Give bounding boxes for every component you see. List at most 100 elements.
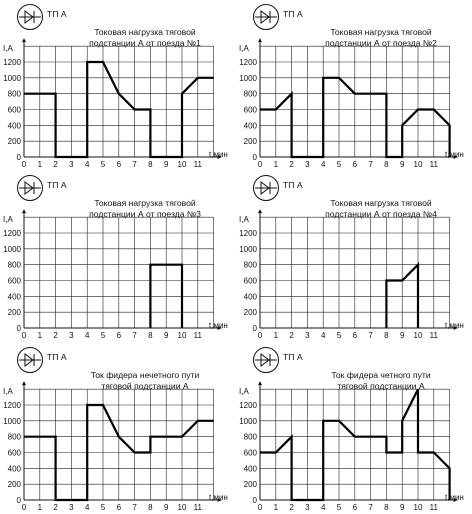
y-tick-label: 800 xyxy=(244,261,258,270)
station-label: ТП А xyxy=(283,180,303,190)
chart-title: Токовая нагрузка тяговой подстанции А от … xyxy=(296,198,466,220)
y-tick-label: 0 xyxy=(253,496,258,505)
x-tick-label: 10 xyxy=(178,160,187,169)
x-axis-arrow xyxy=(217,326,222,330)
chart-panel: 0 200 400 600 800 1000 1200 0 1 2 3 4 5 6 7 8 9 10 11 ТП А I… xyxy=(236,0,472,171)
x-tick-label: 3 xyxy=(305,331,310,340)
y-tick-label: 600 xyxy=(8,277,22,286)
x-tick-label: 9 xyxy=(164,503,169,512)
chart-svg: 0 200 400 600 800 1000 1200 0 1 2 3 4 5 6 7 8 9 10 11 xyxy=(239,4,458,169)
x-tick-label: 2 xyxy=(53,331,58,340)
x-tick-label: 10 xyxy=(414,503,423,512)
x-tick-label: 11 xyxy=(430,331,439,340)
chart-panel: 0 200 400 600 800 1000 1200 0 1 2 3 4 5 6 7 8 9 10 11 ТП А I… xyxy=(236,171,472,342)
series-line xyxy=(149,263,184,328)
y-tick-label: 200 xyxy=(244,308,258,317)
x-tick-label: 2 xyxy=(53,503,58,512)
y-tick-label: 600 xyxy=(244,449,258,458)
substation-icon xyxy=(17,175,43,201)
chart-title-line: Ток фидера четного пути xyxy=(331,370,431,380)
series-line xyxy=(24,403,214,502)
x-tick-label: 10 xyxy=(178,331,187,340)
y-tick-label: 200 xyxy=(244,480,258,489)
y-tick-label: 200 xyxy=(8,308,22,317)
x-tick-label: 4 xyxy=(85,331,90,340)
y-axis-label: I,A xyxy=(239,44,249,53)
x-tick-label: 11 xyxy=(430,503,439,512)
x-tick-label: 7 xyxy=(132,160,137,169)
chart-svg: 0 200 400 600 800 1000 1200 0 1 2 3 4 5 6 7 8 9 10 11 xyxy=(239,347,458,512)
x-tick-label: 4 xyxy=(85,503,90,512)
substation-icon-diode xyxy=(24,353,34,367)
x-tick-label: 10 xyxy=(414,331,423,340)
x-tick-label: 8 xyxy=(148,160,153,169)
y-axis-arrow xyxy=(22,209,26,214)
x-tick-label: 3 xyxy=(69,331,74,340)
x-tick-label: 10 xyxy=(414,160,423,169)
chart-svg: 0 200 400 600 800 1000 1200 0 1 2 3 4 5 6 7 8 9 10 11 xyxy=(3,347,222,512)
x-tick-label: 1 xyxy=(38,503,43,512)
station-label: ТП А xyxy=(283,9,303,19)
chart-title-line: Токовая нагрузка тяговой xyxy=(330,198,432,208)
x-tick-label: 3 xyxy=(305,160,310,169)
chart-title-line: Токовая нагрузка тяговой xyxy=(94,27,196,37)
x-tick-label: 6 xyxy=(353,331,358,340)
substation-icon-circle xyxy=(253,4,279,30)
series-line xyxy=(260,76,451,159)
x-tick-label: 2 xyxy=(289,160,294,169)
x-tick-label: 9 xyxy=(400,503,405,512)
x-tick-label: 1 xyxy=(274,331,279,340)
y-axis-label: I,A xyxy=(3,215,13,224)
y-tick-label: 0 xyxy=(253,153,258,162)
x-tick-label: 9 xyxy=(164,160,169,169)
x-tick-label: 3 xyxy=(305,503,310,512)
chart-title-line: Токовая нагрузка тяговой xyxy=(94,198,196,208)
y-tick-label: 0 xyxy=(253,324,258,333)
x-tick-label: 11 xyxy=(194,331,203,340)
station-label: ТП А xyxy=(47,9,67,19)
x-tick-label: 8 xyxy=(148,503,153,512)
x-tick-label: 8 xyxy=(148,331,153,340)
substation-icon-diode xyxy=(260,181,270,195)
y-tick-label: 600 xyxy=(244,277,258,286)
chart-title-line: тяговой подстанции А xyxy=(101,381,189,391)
y-tick-label: 1200 xyxy=(3,229,21,238)
y-axis-label: I,A xyxy=(3,44,13,53)
x-tick-label: 5 xyxy=(101,503,106,512)
x-tick-label: 2 xyxy=(289,503,294,512)
y-tick-label: 800 xyxy=(8,261,22,270)
x-axis-label: t,мин xyxy=(209,150,228,159)
x-tick-label: 11 xyxy=(430,160,439,169)
station-label: ТП А xyxy=(47,180,67,190)
chart-title-line: подстанции А от поезда №4 xyxy=(325,209,437,219)
x-axis-label: t,мин xyxy=(209,493,228,502)
chart-panel: 0 200 400 600 800 1000 1200 0 1 2 3 4 5 6 7 8 9 10 11 ТП А I… xyxy=(0,171,236,342)
x-axis-label: t,мин xyxy=(445,493,464,502)
x-tick-label: 8 xyxy=(384,331,389,340)
x-tick-label: 6 xyxy=(353,160,358,169)
x-tick-label: 1 xyxy=(274,160,279,169)
series-line xyxy=(260,388,451,502)
substation-icon-circle xyxy=(17,347,43,373)
x-tick-label: 5 xyxy=(101,331,106,340)
x-tick-label: 3 xyxy=(69,503,74,512)
y-tick-label: 600 xyxy=(8,106,22,115)
chart-title: Токовая нагрузка тяговой подстанции А от … xyxy=(296,27,466,49)
station-label: ТП А xyxy=(283,352,303,362)
chart-title: Токовая нагрузка тяговой подстанции А от … xyxy=(60,27,230,49)
x-tick-label: 0 xyxy=(22,503,27,512)
x-tick-label: 7 xyxy=(132,503,137,512)
x-tick-label: 5 xyxy=(337,160,342,169)
station-label: ТП А xyxy=(47,352,67,362)
chart-title-line: Ток фидера нечетного пути xyxy=(90,370,200,380)
chart-panel: 0 200 400 600 800 1000 1200 0 1 2 3 4 5 6 7 8 9 10 11 ТП А I… xyxy=(0,343,236,514)
y-axis-arrow xyxy=(258,209,262,214)
x-tick-label: 6 xyxy=(117,160,122,169)
x-tick-label: 2 xyxy=(53,160,58,169)
substation-icon-circle xyxy=(253,347,279,373)
x-tick-label: 0 xyxy=(22,160,27,169)
y-axis-arrow xyxy=(22,381,26,386)
y-tick-label: 0 xyxy=(17,153,22,162)
y-tick-label: 400 xyxy=(244,464,258,473)
x-tick-label: 0 xyxy=(258,331,263,340)
